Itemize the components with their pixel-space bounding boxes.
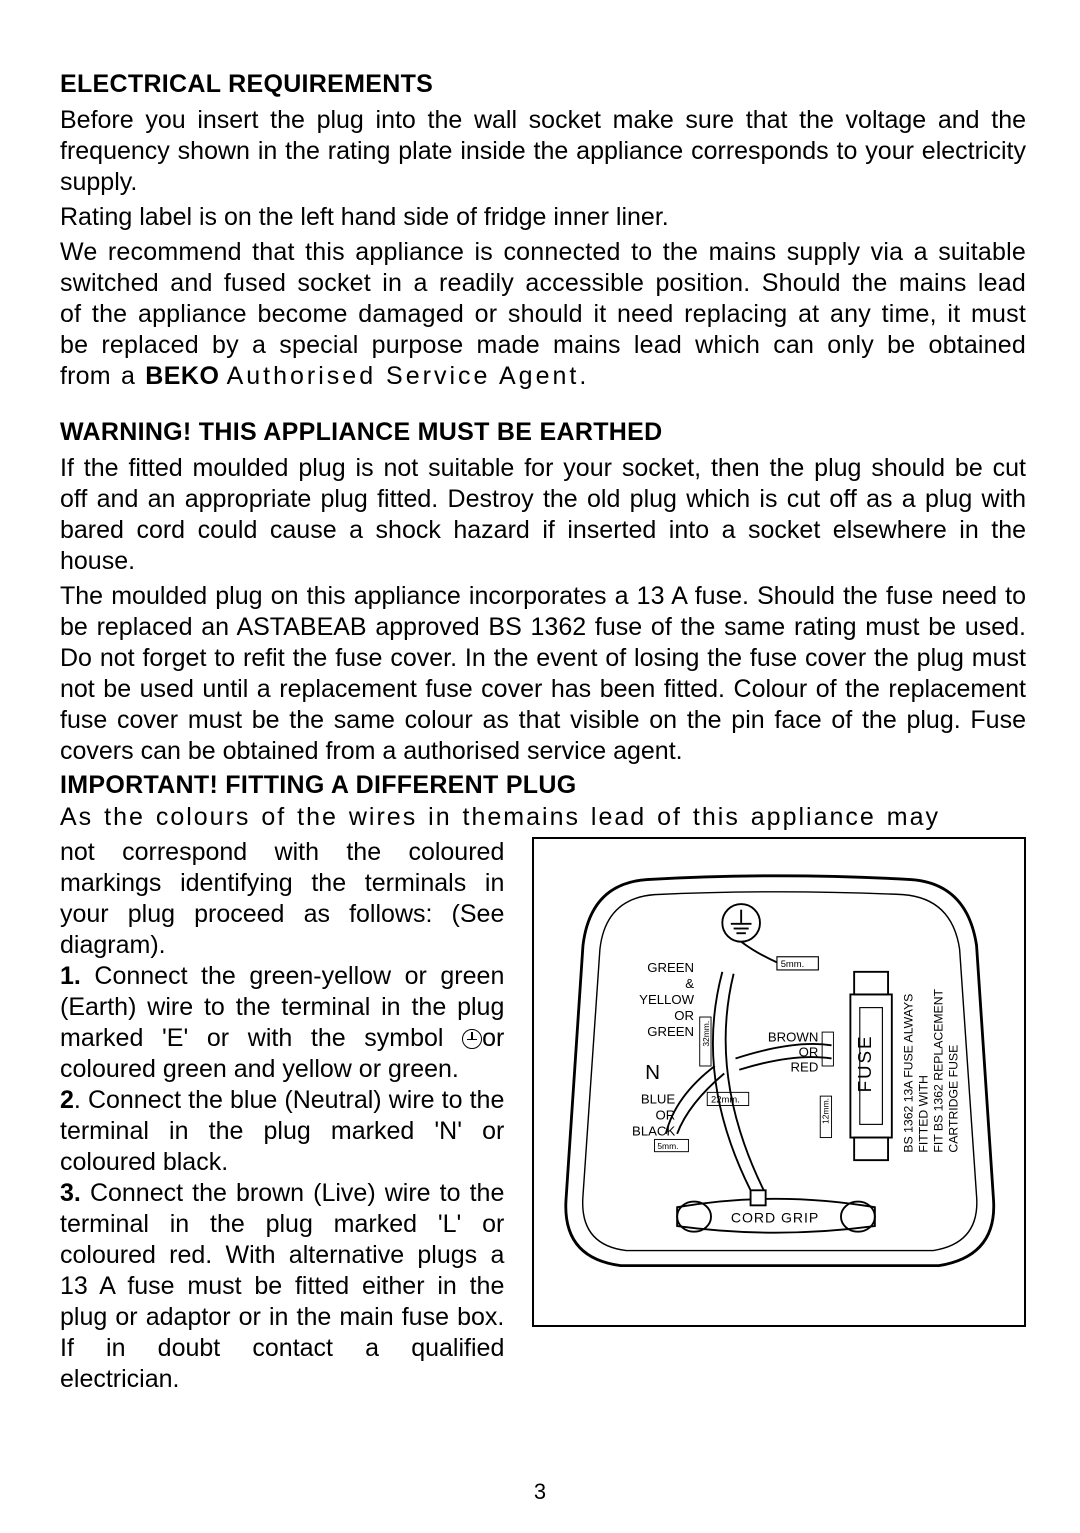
electrical-para-3: We recommend that this appliance is conn…	[60, 237, 1026, 392]
dim-12mm: 12mm.	[821, 1098, 831, 1124]
dim-5mm-n: 5mm.	[658, 1141, 679, 1151]
spacer	[60, 396, 1026, 418]
neutral-l1: BLUE	[641, 1092, 676, 1107]
electrical-para-1: Before you insert the plug into the wall…	[60, 105, 1026, 198]
step-2-number: 2	[60, 1086, 74, 1114]
fuse-text-2: BS 1362 13A FUSE ALWAYS	[902, 994, 916, 1153]
fuse-text-1: FITTED WITH	[917, 1075, 931, 1152]
earth-symbol-icon	[462, 1029, 482, 1049]
live-l3: RED	[791, 1060, 819, 1075]
earth-label-4: OR	[675, 1008, 695, 1023]
heading-electrical: ELECTRICAL REQUIREMENTS	[60, 70, 1026, 99]
earth-label-2: &	[686, 976, 695, 991]
fitting-lead: As the colours of the wires in themains …	[60, 802, 1026, 833]
fuse-text-4: CARTRIDGE FUSE	[947, 1045, 961, 1153]
neutral-l3: BLACK	[632, 1124, 675, 1139]
live-l2: OR	[799, 1045, 819, 1060]
para-text-tail: Authorised Service Agent.	[227, 362, 590, 390]
plug-diagram: 5mm. GREEN & YELLOW OR GREEN 32mm.	[532, 837, 1026, 1327]
brand-beko: BEKO	[145, 362, 219, 390]
dim-22mm: 22mm.	[711, 1094, 740, 1105]
fitting-p1: not correspond with the coloured marking…	[60, 838, 504, 959]
live-l1: BROWN	[768, 1030, 819, 1045]
fuse-text-3: FIT BS 1362 REPLACEMENT	[932, 988, 946, 1152]
step-1-text-a: Connect the green-yellow or green (Earth…	[60, 962, 504, 1052]
neutral-letter: N	[645, 1061, 660, 1084]
dim-5mm-earth: 5mm.	[781, 958, 805, 969]
step-2-text: . Connect the blue (Neutral) wire to the…	[60, 1086, 504, 1176]
earth-label-1: GREEN	[648, 960, 695, 975]
dim-32mm: 32mm.	[702, 1021, 712, 1047]
heading-warning: WARNING! THIS APPLIANCE MUST BE EARTHED	[60, 418, 1026, 447]
page-number: 3	[0, 1479, 1080, 1505]
earth-label-5: GREEN	[648, 1024, 695, 1039]
neutral-l2: OR	[656, 1108, 676, 1123]
warning-para-2: The moulded plug on this appliance incor…	[60, 581, 1026, 767]
warning-para-1: If the fitted moulded plug is not suitab…	[60, 453, 1026, 577]
two-column-region: not correspond with the coloured marking…	[60, 837, 1026, 1395]
earth-label-3: YELLOW	[640, 992, 695, 1007]
step-3-text: Connect the brown (Live) wire to the ter…	[60, 1179, 504, 1393]
left-text-column: not correspond with the coloured marking…	[60, 837, 504, 1395]
cord-grip-label: CORD GRIP	[731, 1209, 819, 1225]
heading-fitting: IMPORTANT! FITTING A DIFFERENT PLUG	[60, 771, 1026, 800]
step-1-number: 1.	[60, 962, 81, 990]
step-3-number: 3.	[60, 1179, 81, 1207]
manual-page: ELECTRICAL REQUIREMENTS Before you inser…	[0, 0, 1080, 1533]
fuse-label: FUSE	[854, 1035, 875, 1093]
electrical-para-2: Rating label is on the left hand side of…	[60, 202, 1026, 233]
